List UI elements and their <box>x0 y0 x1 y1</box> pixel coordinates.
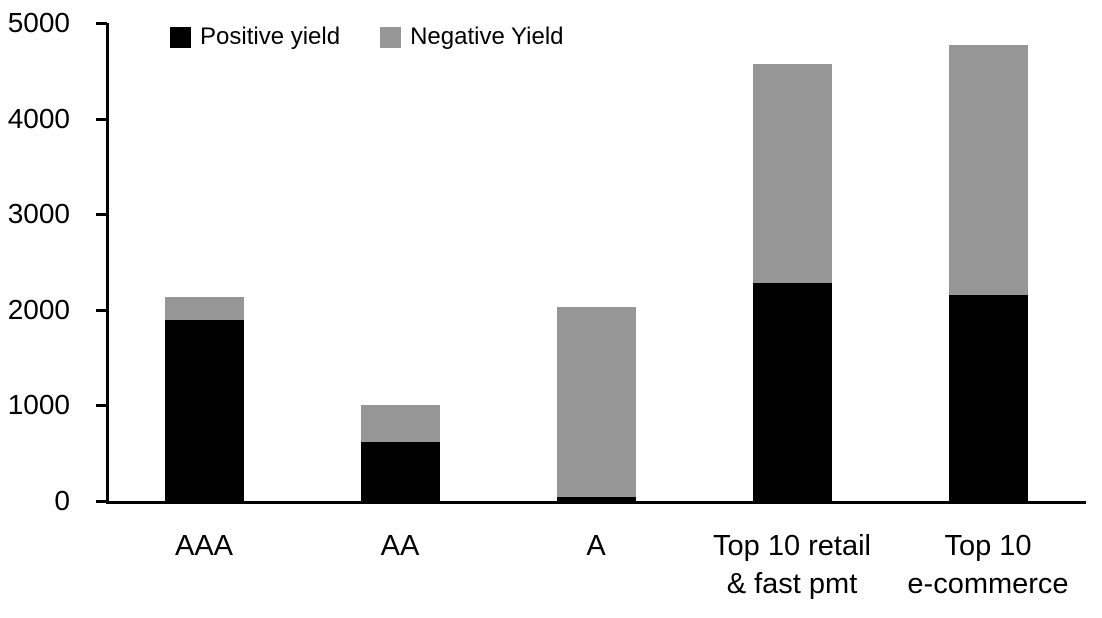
y-axis-tick-label: 0 <box>54 485 70 516</box>
bar-segment-negative <box>949 44 1028 296</box>
legend-label: Negative Yield <box>410 23 564 50</box>
bar-segment-negative <box>361 405 440 442</box>
bar-segment-positive <box>557 497 636 504</box>
x-axis-label-line: e-commerce <box>907 568 1069 600</box>
x-axis-label-line: AAA <box>174 530 234 562</box>
bar-segment-positive <box>753 283 832 504</box>
bar-segment-negative <box>753 64 832 284</box>
y-axis-line <box>106 23 109 504</box>
x-axis-category-label: Top 10 e-commerce <box>890 527 1086 603</box>
chart-legend: Positive yield Negative Yield <box>170 25 564 49</box>
x-axis-label-line: & fast pmt <box>726 568 858 600</box>
y-axis-tick-label: 4000 <box>7 102 70 134</box>
x-axis-label-line: A <box>586 530 606 562</box>
legend-label: Positive yield <box>200 23 341 50</box>
y-axis-tick-mark <box>96 308 107 312</box>
gray-square-icon <box>380 26 402 48</box>
bar-segment-positive <box>165 320 244 504</box>
bar-segment-positive <box>361 441 440 504</box>
y-axis-tick-mark <box>96 22 107 25</box>
x-axis-label-line: Top 10 retail <box>713 530 871 562</box>
x-axis-category-label: Top 10 retail & fast pmt <box>694 527 890 603</box>
bar-segment-positive <box>949 295 1028 504</box>
x-axis-label-line: Top 10 <box>944 530 1032 562</box>
y-axis-tick-mark <box>96 117 107 121</box>
x-axis-category-label: AA <box>302 527 498 565</box>
y-axis-tick-mark <box>96 404 107 408</box>
y-axis-tick-label: 2000 <box>7 293 70 325</box>
bar-segment-negative <box>165 297 244 321</box>
legend-item-negative-yield: Negative Yield <box>380 23 564 50</box>
x-axis-category-label: A <box>498 527 694 565</box>
black-square-icon <box>170 26 191 48</box>
x-axis-label-line: AA <box>380 530 420 562</box>
y-axis-tick-label: 5000 <box>7 7 70 38</box>
y-axis-tick-label: 1000 <box>7 389 70 421</box>
y-axis-tick-mark <box>96 500 107 503</box>
legend-item-positive-yield: Positive yield <box>170 25 340 49</box>
y-axis-tick-label: 3000 <box>7 198 70 230</box>
x-axis-category-label: AAA <box>106 527 302 565</box>
y-axis-tick-mark <box>96 213 107 217</box>
bar-segment-negative <box>557 306 636 498</box>
